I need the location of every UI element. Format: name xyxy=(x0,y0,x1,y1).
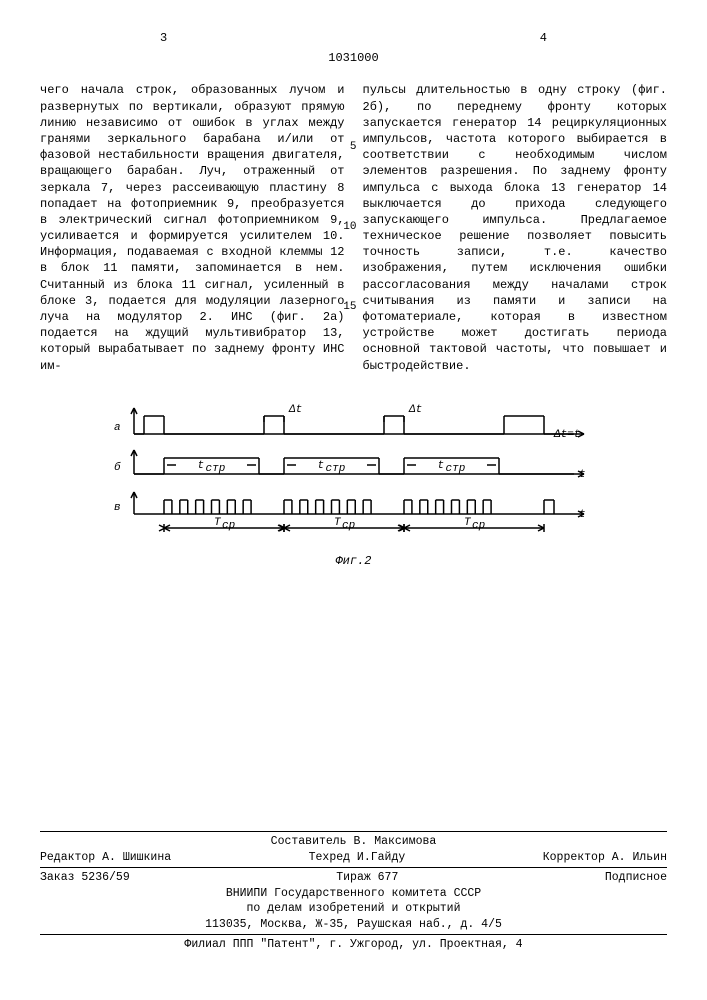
svg-text:Δt: Δt xyxy=(408,404,422,416)
org2: по делам изобретений и открытий xyxy=(40,901,667,917)
svg-text:t: t xyxy=(317,460,324,472)
svg-text:стр: стр xyxy=(325,463,345,475)
filial: Филиал ППП "Патент", г. Ужгород, ул. Про… xyxy=(40,937,667,953)
figure-caption: Фиг.2 xyxy=(104,553,604,569)
order: Заказ 5236/59 xyxy=(40,870,130,886)
svg-text:ср: ср xyxy=(342,520,355,532)
podpis: Подписное xyxy=(605,870,667,886)
svg-text:T: T xyxy=(334,517,342,529)
text-columns: чего начала строк, образованных лучом и … xyxy=(40,82,667,373)
line-mark-5: 5 xyxy=(350,140,357,155)
svg-text:в: в xyxy=(114,502,121,514)
page-right: 4 xyxy=(540,30,547,46)
left-column: чего начала строк, образованных лучом и … xyxy=(40,82,345,373)
svg-text:t: t xyxy=(579,469,586,481)
svg-text:стр: стр xyxy=(445,463,465,475)
svg-text:t: t xyxy=(197,460,204,472)
svg-text:ср: ср xyxy=(472,520,485,532)
line-mark-15: 15 xyxy=(343,300,356,315)
svg-text:ср: ср xyxy=(222,520,235,532)
svg-text:Δt=t: Δt=t xyxy=(553,429,580,441)
figure-2: аΔtΔtΔt=tбtстрtстрtстрtвTсрTсрTсрt Фиг.2 xyxy=(104,404,604,569)
svg-text:а: а xyxy=(114,422,121,434)
left-text: чего начала строк, образованных лучом и … xyxy=(40,83,345,372)
page-left: 3 xyxy=(160,30,167,46)
right-column: пульсы длительностью в одну строку (фиг.… xyxy=(363,82,668,373)
svg-text:Δt: Δt xyxy=(288,404,302,416)
svg-text:t: t xyxy=(437,460,444,472)
addr1: 113035, Москва, Ж-35, Раушская наб., д. … xyxy=(40,917,667,933)
doc-number: 1031000 xyxy=(40,50,667,66)
svg-text:T: T xyxy=(464,517,472,529)
timing-diagram: аΔtΔtΔt=tбtстрtстрtстрtвTсрTсрTсрt xyxy=(104,404,604,544)
svg-text:t: t xyxy=(579,509,586,521)
svg-text:б: б xyxy=(114,461,121,474)
svg-text:стр: стр xyxy=(205,463,225,475)
org1: ВНИИПИ Государственного комитета СССР xyxy=(40,886,667,902)
footer-block: Составитель В. Максимова Редактор А. Шиш… xyxy=(40,831,667,953)
corrector: Корректор А. Ильин xyxy=(543,850,667,866)
svg-text:T: T xyxy=(214,517,222,529)
line-mark-10: 10 xyxy=(343,220,356,235)
tirazh: Тираж 677 xyxy=(336,870,398,886)
editor: Редактор А. Шишкина xyxy=(40,850,171,866)
blank-space xyxy=(40,579,667,829)
compiler: Составитель В. Максимова xyxy=(40,834,667,850)
techred: Техред И.Гайду xyxy=(309,850,406,866)
right-text: пульсы длительностью в одну строку (фиг.… xyxy=(363,83,668,372)
